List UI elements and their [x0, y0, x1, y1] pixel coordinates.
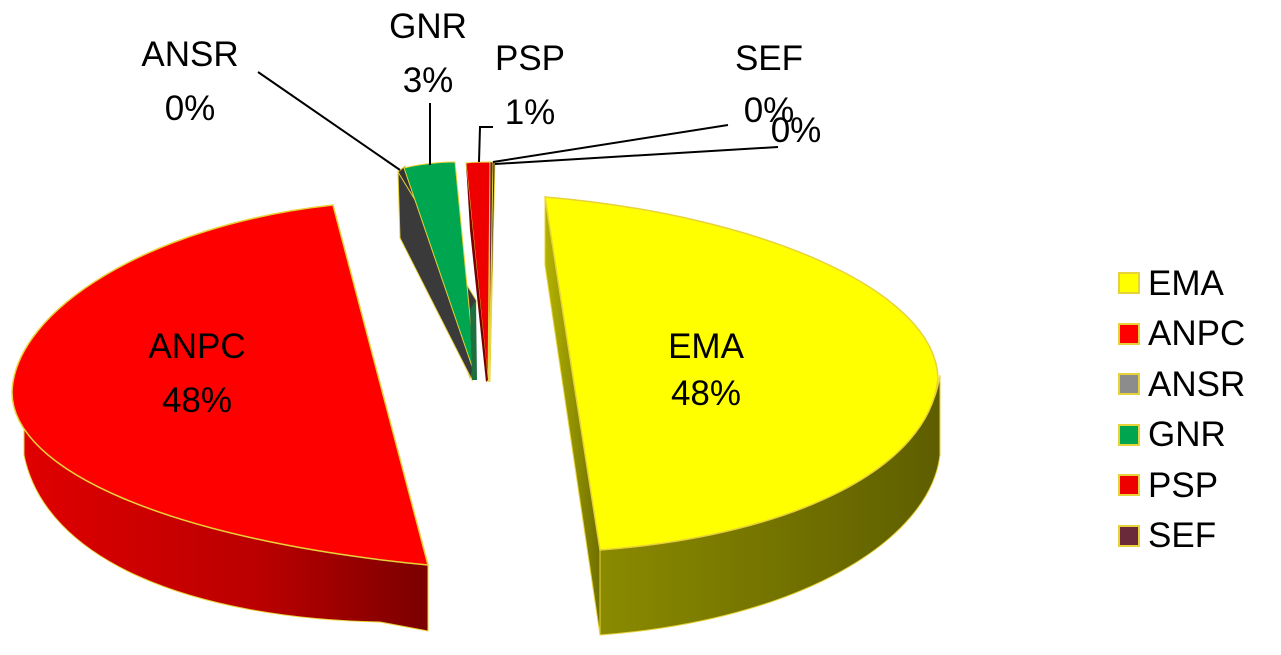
legend-label-sef: SEF — [1148, 516, 1217, 556]
data-label-ansr-percent: 0% — [165, 89, 216, 128]
legend-label-ema: EMA — [1148, 263, 1224, 303]
leader-other — [494, 146, 779, 165]
legend-swatch-psp — [1118, 474, 1140, 497]
data-label-gnr-name: GNR — [389, 7, 467, 46]
data-label-ema-name: EMA — [668, 327, 745, 366]
legend-item-ema: EMA — [1118, 258, 1278, 309]
legend-label-anpc: ANPC — [1148, 314, 1246, 354]
legend-swatch-ema — [1118, 272, 1140, 295]
data-label-other-percent: 0% — [771, 111, 822, 150]
leader-ansr — [257, 71, 401, 171]
slice-anpc — [11, 204, 430, 566]
legend-swatch-ansr — [1118, 373, 1140, 396]
slice-ema — [544, 196, 939, 551]
legend-item-sef: SEF — [1118, 511, 1278, 562]
legend-item-ansr: ANSR — [1118, 359, 1278, 410]
data-label-psp-percent: 1% — [505, 93, 556, 132]
leader-psp — [478, 126, 493, 163]
data-label-ansr-name: ANSR — [141, 35, 238, 74]
slice-gnr-edge — [470, 300, 477, 380]
data-label-sef-percent: 0% — [744, 91, 795, 130]
data-label-ema-percent: 48% — [671, 374, 741, 413]
legend-item-psp: PSP — [1118, 460, 1278, 511]
data-label-psp-name: PSP — [495, 39, 565, 78]
data-label-anpc-percent: 48% — [162, 381, 232, 420]
slice-psp-side — [466, 163, 488, 382]
legend-item-anpc: ANPC — [1118, 309, 1278, 360]
legend-label-psp: PSP — [1148, 465, 1219, 505]
data-label-gnr-percent: 3% — [403, 61, 454, 100]
legend-item-gnr: GNR — [1118, 410, 1278, 461]
legend-label-ansr: ANSR — [1148, 364, 1246, 404]
legend-label-gnr: GNR — [1148, 415, 1226, 455]
leader-sef — [492, 124, 729, 163]
legend-swatch-anpc — [1118, 322, 1140, 345]
legend-swatch-sef — [1118, 524, 1140, 547]
legend-swatch-gnr — [1118, 423, 1140, 446]
chart-legend: EMA ANPC ANSR GNR PSP SEF — [1118, 258, 1278, 561]
data-label-anpc-name: ANPC — [148, 327, 245, 366]
slice-gnr — [403, 161, 477, 379]
data-label-sef-name: SEF — [735, 39, 803, 78]
